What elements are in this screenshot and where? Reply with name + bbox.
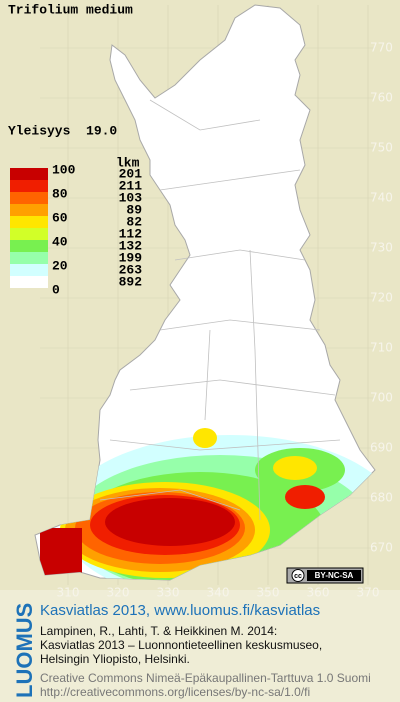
legend-level: 40 (52, 234, 68, 249)
northing-label: 760 (370, 91, 393, 105)
footer-background (0, 590, 400, 702)
legend-count-header: lkm (116, 155, 140, 170)
legend-swatch (10, 252, 48, 264)
legend-swatch (10, 168, 48, 180)
northing-label: 670 (370, 541, 393, 555)
badge-text: BY-NC-SA (315, 571, 354, 580)
easting-label: 320 (107, 586, 130, 600)
legend-swatch (10, 192, 48, 204)
northing-label: 750 (370, 141, 393, 155)
legend-count: 112 (119, 226, 143, 241)
legend-level: 100 (52, 162, 76, 177)
badge-text-bg (307, 570, 361, 581)
northing-label: 720 (370, 291, 393, 305)
license-line: Creative Commons Nimeä-Epäkaupallinen-Ta… (40, 671, 371, 685)
legend-count: 132 (119, 238, 143, 253)
legend-count: 201 (119, 166, 143, 181)
legend-level: 80 (52, 186, 68, 201)
badge-circle (291, 569, 305, 582)
frequency: Yleisyys 19.0 (8, 123, 117, 138)
legend-swatch (10, 228, 48, 240)
legend-count: 82 (126, 214, 142, 229)
badge-icon: cc (294, 573, 302, 580)
legend-level: 0 (52, 282, 60, 297)
border-lines (99, 99, 341, 521)
logo: LUOMUS (12, 603, 37, 698)
legend-count: 103 (119, 190, 143, 205)
northing-label: 710 (370, 341, 393, 355)
legend-count: 211 (119, 178, 143, 193)
title: Trifolium medium (8, 2, 133, 17)
citation-line: Kasviatlas 2013 – Luonnontieteellinen ke… (40, 638, 322, 652)
range-se (285, 485, 325, 509)
legend-swatch (10, 204, 48, 216)
legend-level: 60 (52, 210, 68, 225)
license-line: http://creativecommons.org/licenses/by-n… (40, 685, 310, 699)
legend-count: 263 (119, 262, 143, 277)
legend-swatch (10, 216, 48, 228)
easting-label: 330 (157, 586, 180, 600)
citation-line: Lampinen, R., Lahti, T. & Heikkinen M. 2… (40, 624, 277, 638)
northing-label: 680 (370, 491, 393, 505)
range-core (105, 498, 235, 546)
legend-swatch (10, 180, 48, 192)
northing-label: 770 (370, 41, 393, 55)
northing-label: 700 (370, 391, 393, 405)
range-yellow-east (273, 456, 317, 480)
easting-label: 340 (207, 586, 230, 600)
legend-count: 89 (126, 202, 142, 217)
legend-swatch (10, 276, 48, 288)
legend-level: 20 (52, 258, 68, 273)
municipal-borders (99, 99, 341, 521)
northing-label: 730 (370, 241, 393, 255)
license-badge: cc BY-NC-SA (286, 567, 364, 584)
easting-label: 360 (307, 586, 330, 600)
legend-swatch (10, 264, 48, 276)
northing-label: 690 (370, 441, 393, 455)
legend-count: 199 (119, 250, 143, 265)
easting-label: 350 (257, 586, 280, 600)
legend-count: 892 (119, 274, 143, 289)
range-sw (40, 528, 82, 576)
northing-label: 740 (370, 191, 393, 205)
headline: Kasviatlas 2013, www.luomus.fi/kasviatla… (40, 602, 320, 619)
easting-label: 370 (357, 586, 380, 600)
range-yellow-spot (193, 428, 217, 448)
easting-label: 310 (57, 586, 80, 600)
citation-line: Helsingin Yliopisto, Helsinki. (40, 652, 190, 666)
legend-swatch (10, 240, 48, 252)
